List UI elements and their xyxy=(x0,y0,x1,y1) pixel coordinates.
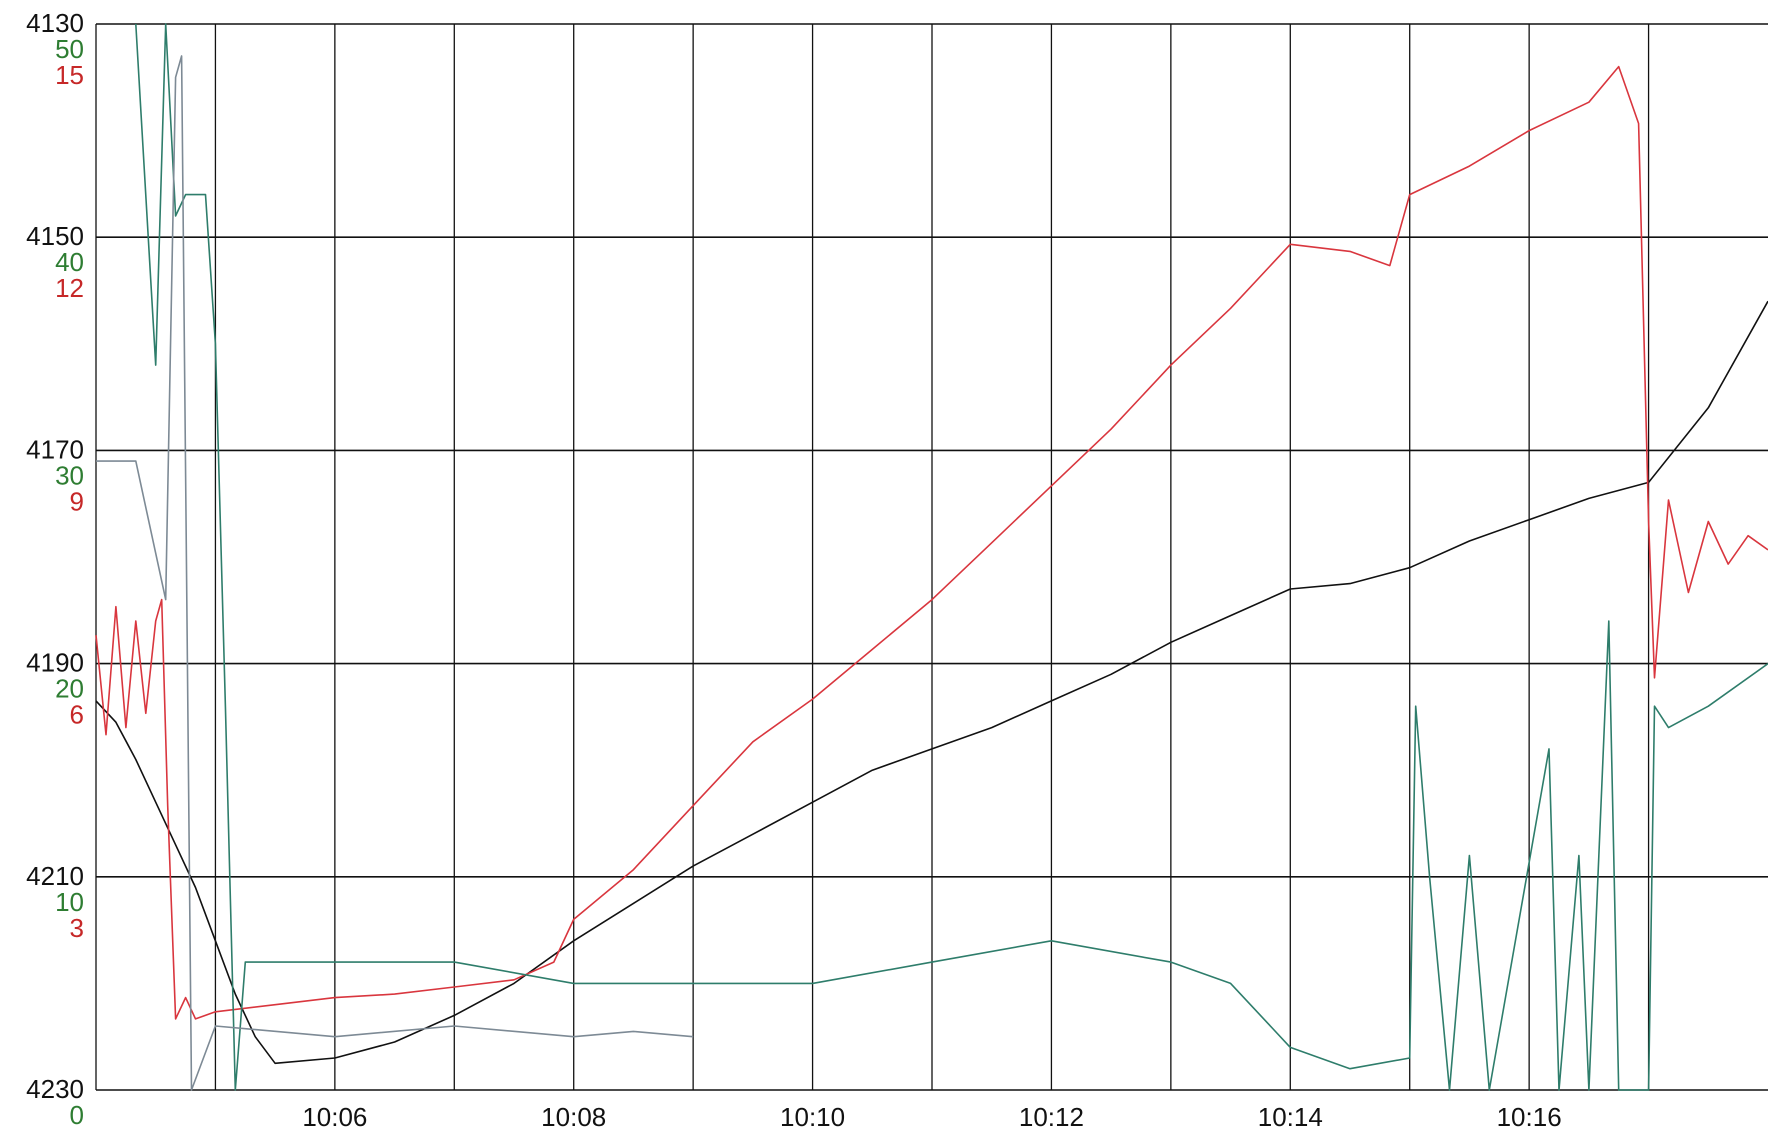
x-tick-label: 10:10 xyxy=(780,1102,845,1132)
y-tick-label-depth: 4130 xyxy=(26,8,84,38)
x-tick-label: 10:14 xyxy=(1258,1102,1323,1132)
x-axis-labels: 10:06 10:08 10:10 10:12 10:14 10:16 xyxy=(302,1102,1561,1132)
series-line-3 xyxy=(96,55,694,1091)
x-tick-label: 10:08 xyxy=(541,1102,606,1132)
y-tick-label-red_scale: 6 xyxy=(70,700,84,730)
y-tick-label-red_scale: 15 xyxy=(55,60,84,90)
series-line-0 xyxy=(95,300,1768,1065)
y-tick-label-red_scale: 9 xyxy=(70,486,84,516)
y-tick-label-green_scale: 30 xyxy=(55,460,84,490)
y-tick-label-depth: 4170 xyxy=(26,434,84,464)
y-tick-label-depth: 4190 xyxy=(26,648,84,678)
y-tick-label-green_scale: 50 xyxy=(55,34,84,64)
x-tick-label: 10:16 xyxy=(1497,1102,1562,1132)
chart-grid xyxy=(95,23,1768,1091)
y-tick-label-green_scale: 40 xyxy=(55,247,84,277)
x-tick-label: 10:06 xyxy=(302,1102,367,1132)
series-line-1 xyxy=(95,65,1768,1020)
series-line-2 xyxy=(135,23,1768,1091)
x-tick-label: 10:12 xyxy=(1019,1102,1084,1132)
y-tick-label-green_scale: 0 xyxy=(70,1100,84,1130)
y-tick-label-depth: 4210 xyxy=(26,861,84,891)
y-tick-label-green_scale: 10 xyxy=(55,887,84,917)
y-tick-label-red_scale: 3 xyxy=(70,913,84,943)
chart-series-layer xyxy=(95,23,1768,1091)
y-tick-label-red_scale: 12 xyxy=(55,273,84,303)
y-tick-label-green_scale: 20 xyxy=(55,674,84,704)
y-tick-label-depth: 4150 xyxy=(26,221,84,251)
y-tick-label-depth: 4230 xyxy=(26,1074,84,1104)
